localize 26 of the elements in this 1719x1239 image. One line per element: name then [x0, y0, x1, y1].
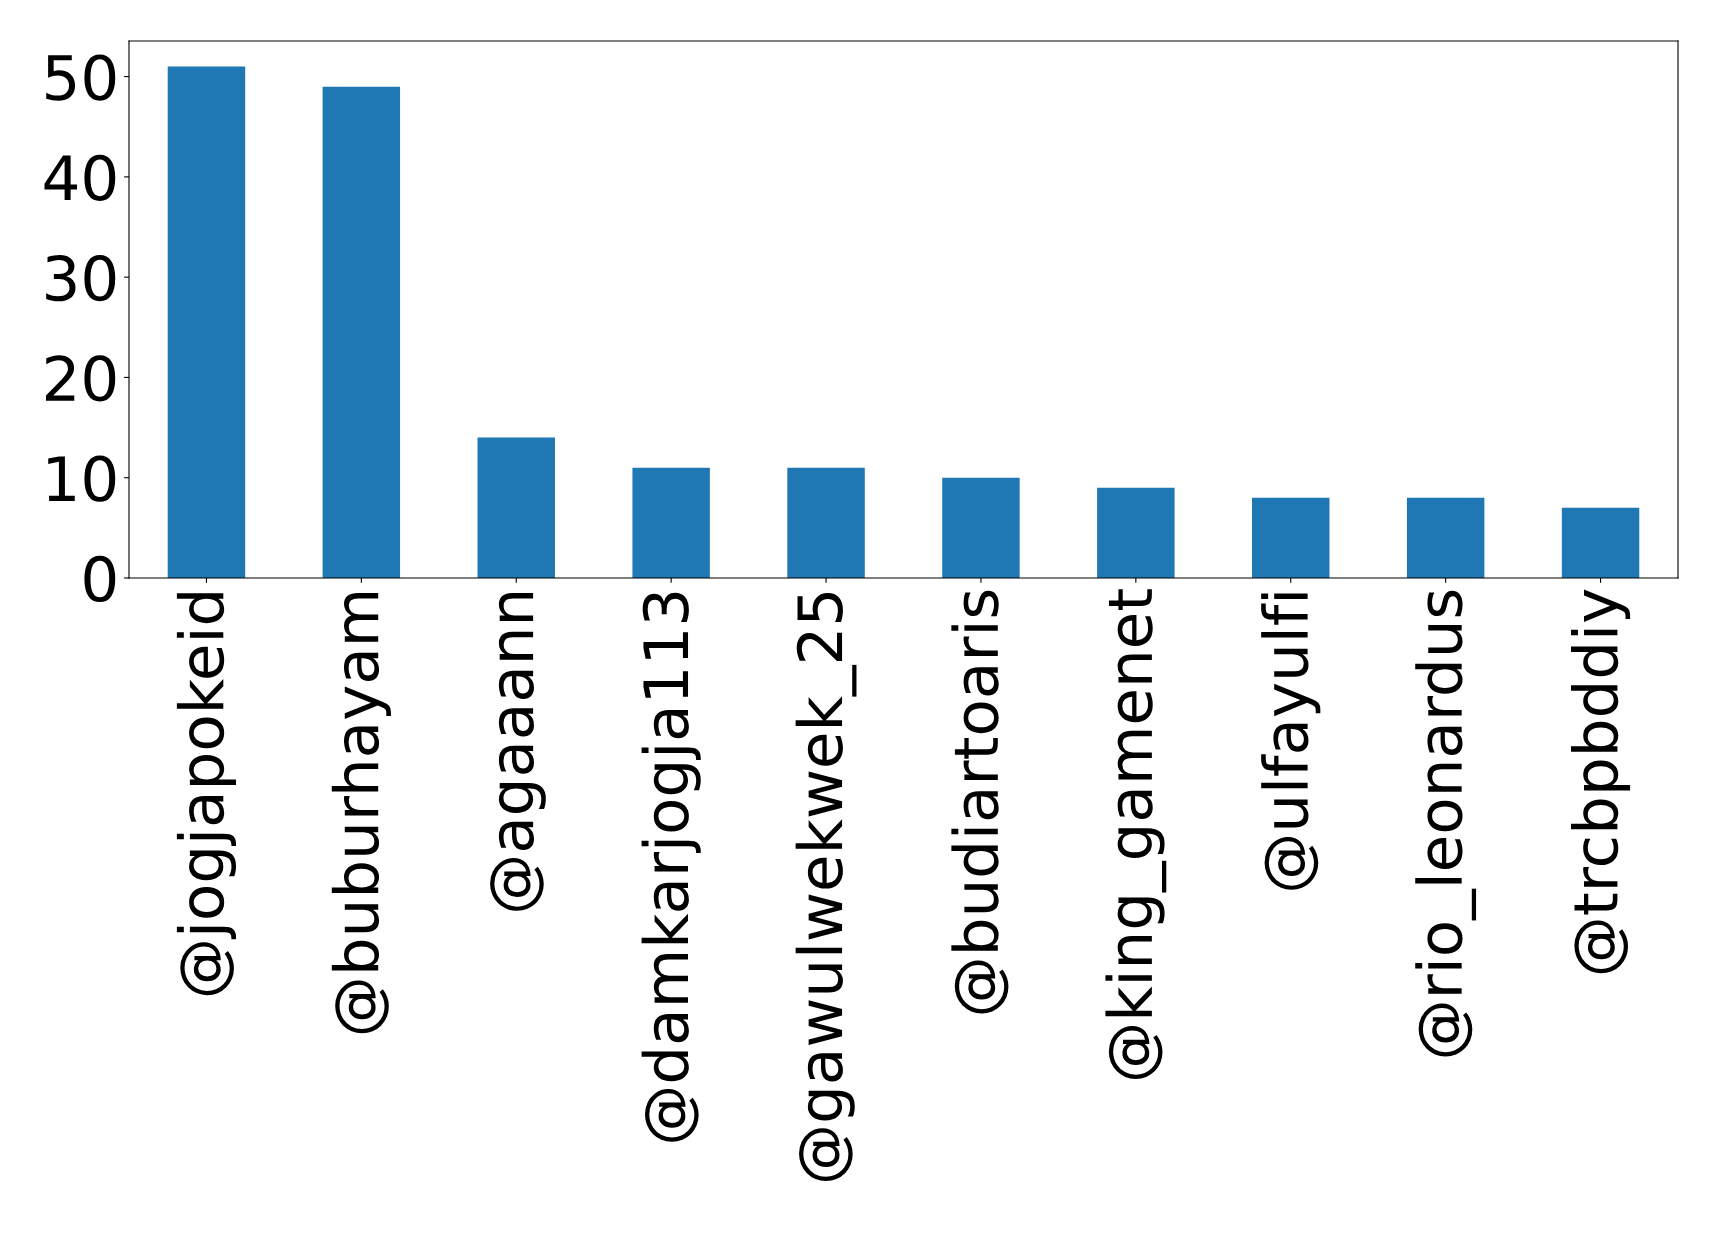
x-tick-label: @damkarjogja113 — [641, 592, 701, 1142]
y-tick-label: 0 — [84, 555, 116, 603]
x-tick-label: @gawulwekwek_25 — [795, 593, 857, 1181]
x-tick-label: @ulfayulfi — [1261, 593, 1321, 890]
x-tick-label: @agaaann — [490, 592, 546, 911]
x-tick-label: @rio_leonardus — [1415, 590, 1477, 1057]
bar — [787, 467, 865, 578]
bar — [477, 437, 555, 578]
x-tick-label: @king_gamenet — [1105, 589, 1167, 1079]
x-tick-label: @trcbpbddiy — [1570, 589, 1631, 974]
bar — [1252, 497, 1330, 578]
bar — [632, 467, 710, 578]
x-tick-label: @buburhayam — [331, 592, 391, 1034]
bar — [1406, 497, 1485, 578]
y-tick-label: 20 — [45, 355, 116, 402]
bar — [322, 86, 401, 578]
x-tick-label: @jogjapokeid — [176, 593, 237, 996]
bar — [1097, 487, 1175, 578]
y-tick-label: 50 — [46, 54, 116, 101]
y-tick-label: 30 — [46, 255, 116, 302]
bar — [1561, 507, 1640, 578]
y-tick-label: 10 — [48, 455, 116, 502]
bar — [942, 477, 1020, 578]
y-tick-label: 40 — [44, 154, 116, 201]
bar — [167, 66, 246, 578]
x-tick-label: @budiartoaris — [951, 590, 1009, 1014]
